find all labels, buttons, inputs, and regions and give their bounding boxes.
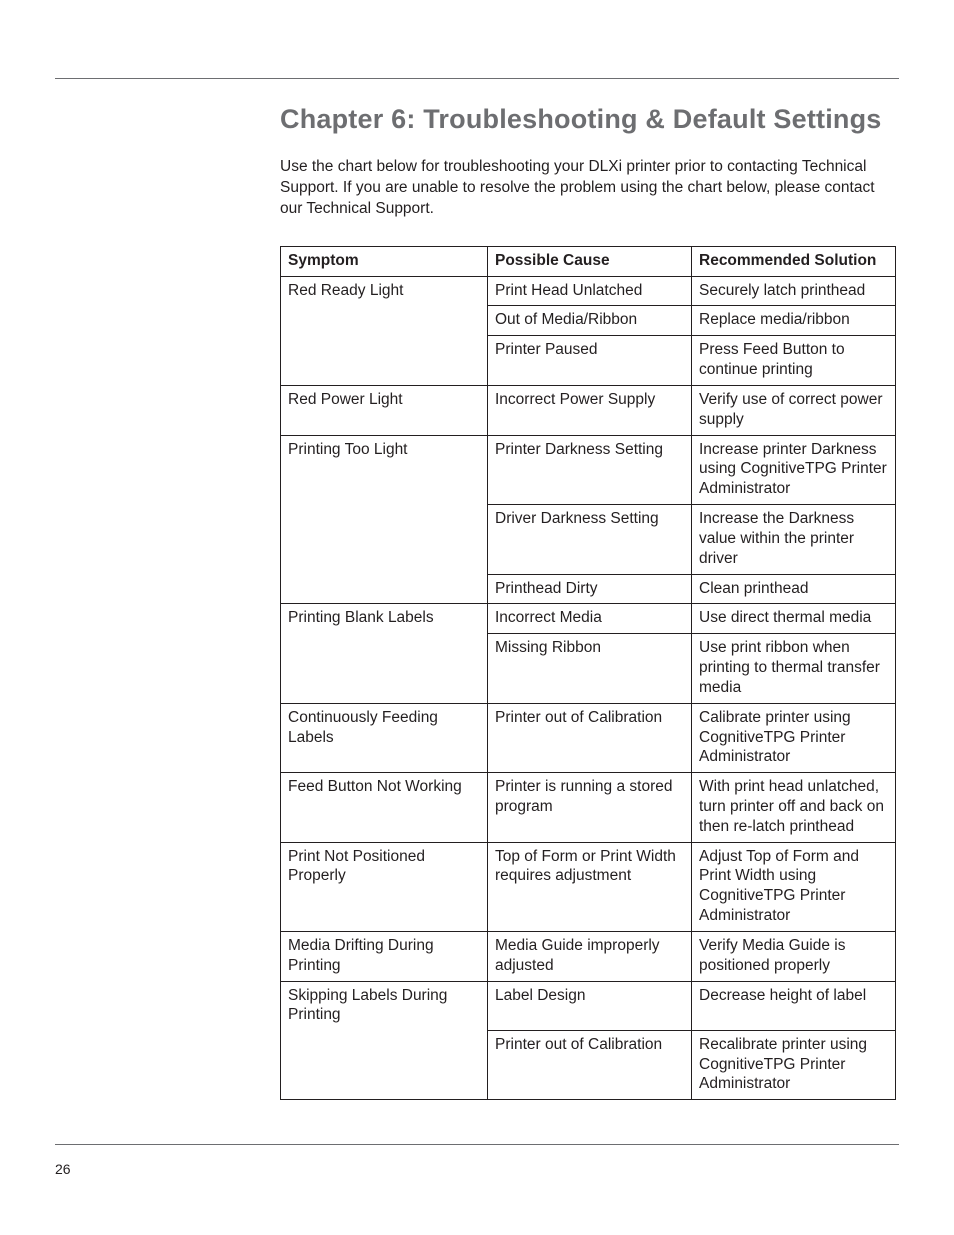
cell-cause: Out of Media/Ribbon <box>488 306 692 336</box>
cell-solution: Recalibrate printer using CognitiveTPG P… <box>692 1030 896 1099</box>
cell-solution: Use print ribbon when printing to therma… <box>692 634 896 703</box>
table-row: Print Not Positioned ProperlyTop of Form… <box>281 842 896 931</box>
cell-cause: Incorrect Power Supply <box>488 385 692 435</box>
table-row: Skipping Labels During PrintingLabel Des… <box>281 981 896 1030</box>
cell-solution: Replace media/ribbon <box>692 306 896 336</box>
cell-symptom: Red Ready Light <box>281 276 488 306</box>
table-row: Driver Darkness SettingIncrease the Dark… <box>281 505 896 574</box>
cell-cause: Printer out of Calibration <box>488 1030 692 1099</box>
cell-cause: Printer out of Calibration <box>488 703 692 772</box>
cell-cause: Print Head Unlatched <box>488 276 692 306</box>
cell-symptom <box>281 336 488 386</box>
cell-cause: Missing Ribbon <box>488 634 692 703</box>
cell-symptom <box>281 1030 488 1099</box>
page-content: Chapter 6: Troubleshooting & Default Set… <box>280 104 895 1100</box>
table-row: Out of Media/RibbonReplace media/ribbon <box>281 306 896 336</box>
table-row: Printer PausedPress Feed Button to conti… <box>281 336 896 386</box>
table-row: Printing Too LightPrinter Darkness Setti… <box>281 435 896 504</box>
cell-cause: Printer Paused <box>488 336 692 386</box>
header-symptom: Symptom <box>281 246 488 276</box>
cell-cause: Label Design <box>488 981 692 1030</box>
cell-symptom: Feed Button Not Working <box>281 773 488 842</box>
intro-paragraph: Use the chart below for troubleshooting … <box>280 157 895 220</box>
table-row: Red Ready LightPrint Head UnlatchedSecur… <box>281 276 896 306</box>
cell-symptom: Printing Too Light <box>281 435 488 504</box>
troubleshooting-table: Symptom Possible Cause Recommended Solut… <box>280 246 896 1100</box>
cell-solution: Securely latch printhead <box>692 276 896 306</box>
table-header-row: Symptom Possible Cause Recommended Solut… <box>281 246 896 276</box>
cell-symptom: Print Not Positioned Properly <box>281 842 488 931</box>
table-row: Missing RibbonUse print ribbon when prin… <box>281 634 896 703</box>
cell-cause: Media Guide improperly adjusted <box>488 931 692 981</box>
cell-cause: Printhead Dirty <box>488 574 692 604</box>
cell-symptom <box>281 306 488 336</box>
table-row: Feed Button Not WorkingPrinter is runnin… <box>281 773 896 842</box>
cell-cause: Printer Darkness Setting <box>488 435 692 504</box>
bottom-rule <box>55 1144 899 1145</box>
cell-symptom <box>281 634 488 703</box>
table-row: Continuously Feeding LabelsPrinter out o… <box>281 703 896 772</box>
cell-cause: Top of Form or Print Width requires adju… <box>488 842 692 931</box>
header-cause: Possible Cause <box>488 246 692 276</box>
page-number: 26 <box>55 1161 71 1177</box>
cell-symptom <box>281 574 488 604</box>
header-solution: Recommended Solution <box>692 246 896 276</box>
table-row: Printer out of CalibrationRecalibrate pr… <box>281 1030 896 1099</box>
cell-symptom: Media Drifting During Printing <box>281 931 488 981</box>
top-rule <box>55 78 899 79</box>
cell-solution: Press Feed Button to continue printing <box>692 336 896 386</box>
cell-cause: Printer is running a stored program <box>488 773 692 842</box>
cell-cause: Incorrect Media <box>488 604 692 634</box>
cell-solution: Increase the Darkness value within the p… <box>692 505 896 574</box>
cell-solution: Verify Media Guide is positioned properl… <box>692 931 896 981</box>
cell-cause: Driver Darkness Setting <box>488 505 692 574</box>
chapter-heading: Chapter 6: Troubleshooting & Default Set… <box>280 104 895 135</box>
cell-symptom <box>281 505 488 574</box>
cell-symptom: Continuously Feeding Labels <box>281 703 488 772</box>
cell-symptom: Red Power Light <box>281 385 488 435</box>
cell-solution: Adjust Top of Form and Print Width using… <box>692 842 896 931</box>
cell-solution: With print head unlatched, turn printer … <box>692 773 896 842</box>
cell-symptom: Skipping Labels During Printing <box>281 981 488 1030</box>
table-row: Printing Blank LabelsIncorrect MediaUse … <box>281 604 896 634</box>
cell-solution: Use direct thermal media <box>692 604 896 634</box>
table-row: Printhead DirtyClean printhead <box>281 574 896 604</box>
cell-solution: Calibrate printer using CognitiveTPG Pri… <box>692 703 896 772</box>
cell-solution: Increase printer Darkness using Cognitiv… <box>692 435 896 504</box>
table-row: Red Power LightIncorrect Power SupplyVer… <box>281 385 896 435</box>
cell-solution: Decrease height of label <box>692 981 896 1030</box>
cell-symptom: Printing Blank Labels <box>281 604 488 634</box>
cell-solution: Clean printhead <box>692 574 896 604</box>
table-body: Red Ready LightPrint Head UnlatchedSecur… <box>281 276 896 1100</box>
table-row: Media Drifting During PrintingMedia Guid… <box>281 931 896 981</box>
cell-solution: Verify use of correct power supply <box>692 385 896 435</box>
